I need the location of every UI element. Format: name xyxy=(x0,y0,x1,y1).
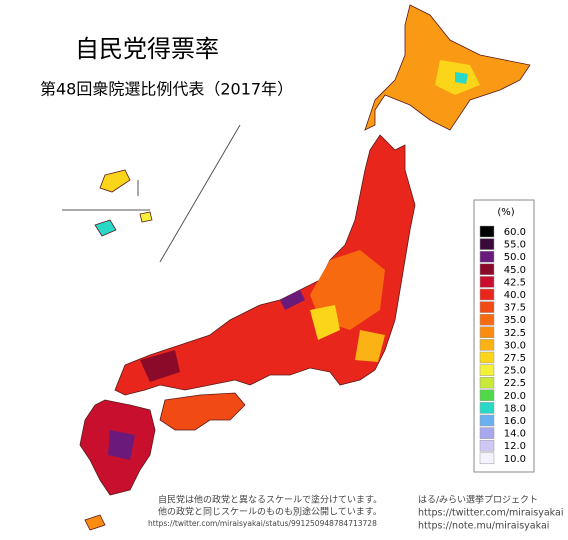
legend-label: 18.0 xyxy=(504,403,526,414)
legend-label: 37.5 xyxy=(504,303,526,314)
legend-swatch xyxy=(479,276,495,288)
legend-swatch xyxy=(479,414,495,427)
legend-label: 14.0 xyxy=(504,429,526,440)
legend-label: 20.0 xyxy=(504,391,526,402)
legend-label: 22.5 xyxy=(504,378,526,389)
legend-label: 45.0 xyxy=(504,265,526,276)
hokkaido-patch xyxy=(455,72,468,84)
legend-label: 12.0 xyxy=(504,441,526,452)
legend-label: 30.0 xyxy=(504,340,526,351)
okinawa xyxy=(99,169,131,193)
legend-label: 16.0 xyxy=(504,416,526,427)
credit: https://twitter.com/miraisyakai xyxy=(418,508,563,519)
legend-swatch xyxy=(479,452,495,465)
legend-label: 42.5 xyxy=(504,277,526,288)
islands xyxy=(84,514,106,531)
note: 他の政党と同じスケールのものも別途公開しています。 xyxy=(158,506,382,518)
legend-swatch xyxy=(479,225,495,238)
legend-label: 25.0 xyxy=(504,366,526,377)
legend-swatch xyxy=(479,250,495,263)
notes: 自民党は他の政党と異なるスケールで塗分けています。他の政党と同じスケールのものも… xyxy=(148,494,382,529)
honshu-patch xyxy=(140,350,180,382)
credit: はる/みらい選挙プロジェクト https://twitter.com/mirais… xyxy=(418,494,563,532)
legend-swatch xyxy=(479,288,495,301)
credit: https://note.mu/miraisyakai xyxy=(418,521,549,532)
legend-label: 55.0 xyxy=(504,240,526,251)
legend-swatch xyxy=(479,339,495,351)
legend-swatch xyxy=(479,351,495,364)
legend-swatch xyxy=(479,313,495,326)
honshu-patch xyxy=(280,290,305,310)
okinawa xyxy=(139,211,153,223)
legend-swatch xyxy=(479,301,495,313)
legend-swatch xyxy=(479,263,495,276)
legend-swatch xyxy=(479,376,495,389)
legend-label: 27.5 xyxy=(504,353,526,364)
legend-label: 50.0 xyxy=(504,252,526,263)
legend-swatch xyxy=(479,427,495,439)
legend-label: 40.0 xyxy=(504,290,526,301)
credit: はる/みらい選挙プロジェクト xyxy=(418,494,538,506)
subtitle: 第48回衆院選比例代表（2017年） xyxy=(40,80,293,99)
note: https://twitter.com/miraisyakai/status/9… xyxy=(148,519,377,528)
honshu-patch xyxy=(355,330,385,362)
honshu-patch xyxy=(310,305,340,340)
legend: 60.0 55.050.0 45.042.5 40.0 37.535.0 32.530.0… xyxy=(479,225,526,465)
legend-label: 32.5 xyxy=(504,328,526,339)
note: 自民党は他の政党と異なるスケールで塗分けています。 xyxy=(158,494,382,506)
legend-label: 10.0 xyxy=(504,454,526,465)
title: 自民党得票率 xyxy=(75,35,219,63)
legend-label: 35.0 xyxy=(504,315,526,326)
legend-swatch xyxy=(479,389,495,402)
legend-swatch xyxy=(479,238,495,250)
shikoku xyxy=(159,392,246,431)
legend-label: 60.0 xyxy=(504,227,526,238)
kyushu-patch xyxy=(108,430,135,460)
japan-map xyxy=(79,4,531,531)
inset-divider xyxy=(159,124,241,263)
legend-swatch xyxy=(479,402,495,414)
legend-unit: (%) xyxy=(497,207,514,218)
legend-swatch xyxy=(479,364,495,376)
legend-swatch xyxy=(479,439,495,452)
okinawa xyxy=(94,219,117,237)
legend-swatch xyxy=(479,326,495,339)
